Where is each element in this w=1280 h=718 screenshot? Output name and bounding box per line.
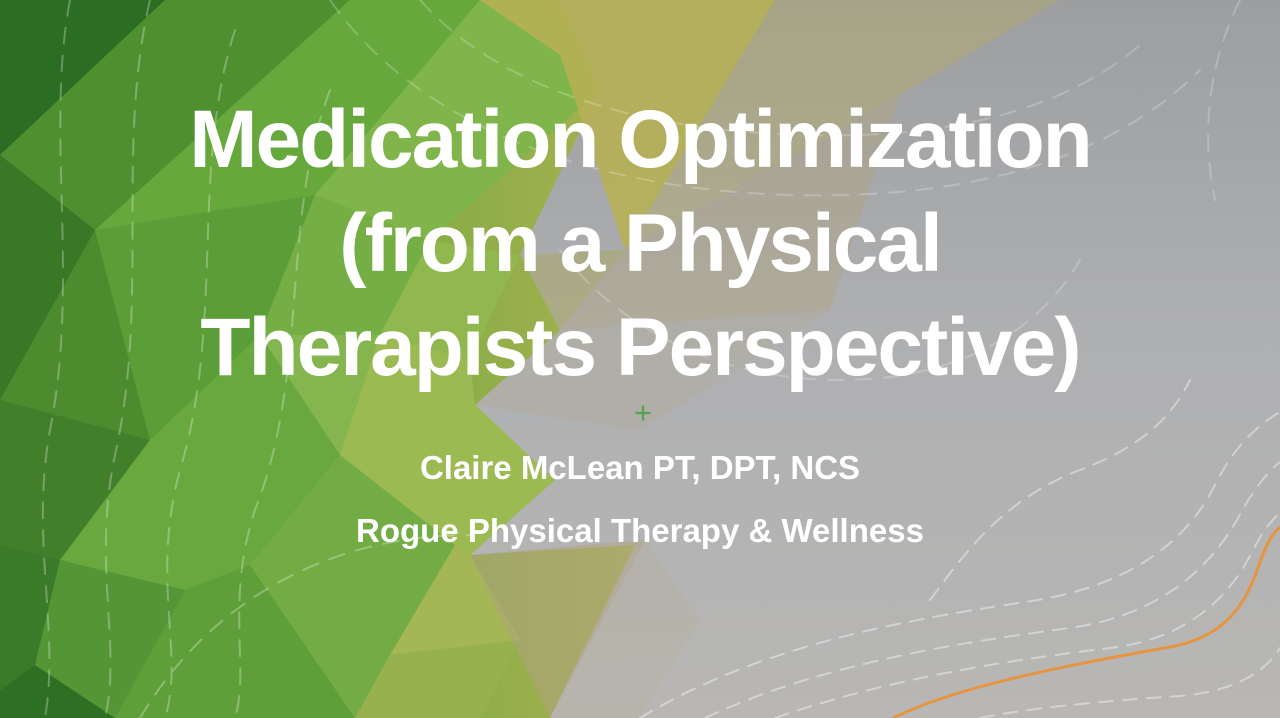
contour-lines-left [41,0,471,718]
title-line-2: (from a Physical [339,198,942,289]
contour-lines-top [329,0,1241,382]
slide-title: Medication Optimization (from a Physical… [0,88,1280,400]
title-line-1: Medication Optimization [189,94,1093,185]
contour-lines-bottom-right [639,379,1280,718]
organization-name: Rogue Physical Therapy & Wellness [356,512,924,549]
title-line-3: Therapists Perspective) [200,302,1081,393]
plus-marker-icon [635,405,651,421]
slide-subtitle: Claire McLean PT, DPT, NCS Rogue Physica… [0,436,1280,562]
orange-contour-line [892,525,1280,718]
presenter-name: Claire McLean PT, DPT, NCS [419,449,861,486]
